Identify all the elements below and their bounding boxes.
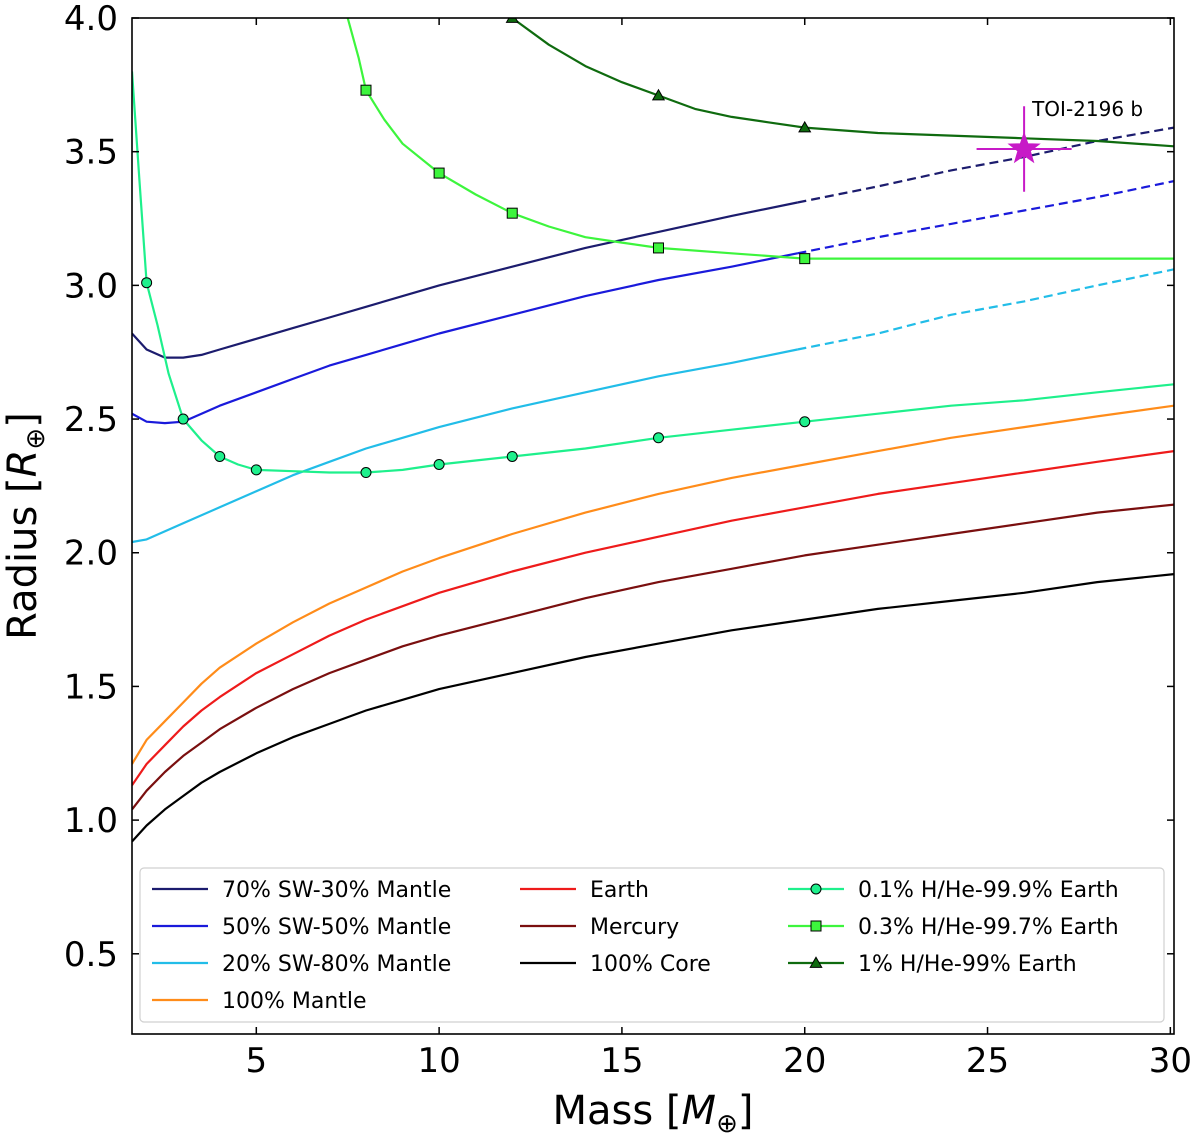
x-tick-label-25: 25 <box>966 1041 1009 1081</box>
legend-label-100-mantle: 100% Mantle <box>222 989 367 1014</box>
legend-entry-0-1-h-he-99-9-earth: 0.1% H/He-99.9% Earth <box>788 878 1119 903</box>
series-100-core <box>132 573 1174 843</box>
y-axis-label-sub: ⊕ <box>21 428 51 450</box>
legend-entry-0-3-h-he-99-7-earth: 0.3% H/He-99.7% Earth <box>788 915 1119 940</box>
y-axis-label-symbol: R <box>0 450 46 478</box>
legend: 70% SW-30% Mantle 50% SW-50% Mantle 20% SW… <box>139 867 1165 1023</box>
legend-label-mercury: Mercury <box>590 915 679 940</box>
y-tick-label-3.5: 3.5 <box>64 133 118 173</box>
legend-label-earth: Earth <box>590 878 649 903</box>
series-line-100-core <box>132 573 1174 843</box>
series-point-0-3-h-he-99-7-earth-1 <box>433 167 445 179</box>
series-line-50-sw-50-mantle <box>132 252 798 425</box>
x-axis-label-symbol: M <box>682 1088 717 1134</box>
planet-label: TOI-2196 b <box>1031 97 1143 121</box>
series-mercury <box>132 503 1174 811</box>
series-point-1-h-he-99-earth-1 <box>651 88 666 101</box>
y-tick-label-4.0: 4.0 <box>64 0 118 39</box>
plot-frame <box>131 17 1175 1035</box>
legend-entries: 70% SW-30% Mantle 50% SW-50% Mantle 20% SW… <box>152 878 1119 1014</box>
series-point-0-3-h-he-99-7-earth-4 <box>799 253 811 265</box>
series-point-0-1-h-he-99-9-earth-8 <box>799 416 811 428</box>
legend-box <box>139 867 1165 1023</box>
series-line-earth <box>132 450 1174 786</box>
series-1-h-he-99-earth <box>505 18 1174 148</box>
y-tick-label-2.0: 2.0 <box>64 534 118 574</box>
series-point-0-1-h-he-99-9-earth-2 <box>214 450 226 462</box>
legend-label-100-core: 100% Core <box>590 952 711 977</box>
legend-entry-earth: Earth <box>520 878 649 903</box>
x-tick-label-15: 15 <box>600 1041 643 1081</box>
series-layer <box>132 18 1174 843</box>
y-tick-label-1.5: 1.5 <box>64 667 118 707</box>
legend-label-0-1-h-he-99-9-earth: 0.1% H/He-99.9% Earth <box>858 878 1119 903</box>
series-line-mercury <box>132 503 1174 811</box>
series-point-1-h-he-99-earth-0 <box>505 18 519 23</box>
x-axis-label-close: ] <box>738 1088 754 1134</box>
y-axis-label-close: ] <box>0 412 46 428</box>
legend-entry-100-mantle: 100% Mantle <box>152 989 367 1014</box>
series-point-0-1-h-he-99-9-earth-5 <box>433 459 445 471</box>
x-tick-label-20: 20 <box>783 1041 826 1081</box>
y-tick-label-2.5: 2.5 <box>64 400 118 440</box>
legend-entry-20-sw-80-mantle: 20% SW-80% Mantle <box>152 952 451 977</box>
legend-label-20-sw-80-mantle: 20% SW-80% Mantle <box>222 952 451 977</box>
legend-marker-0-3-h-he-99-7-earth <box>810 920 822 932</box>
legend-marker-1-h-he-99-earth <box>809 956 823 968</box>
series-line-100-mantle <box>132 404 1174 765</box>
legend-entry-1-h-he-99-earth: 1% H/He-99% Earth <box>788 952 1077 977</box>
series-100-mantle <box>132 404 1174 765</box>
y-tick-label-0.5: 0.5 <box>64 935 118 975</box>
series-0-3-h-he-99-7-earth <box>346 18 1174 265</box>
planet-star-marker <box>1007 131 1041 164</box>
legend-label-70-sw-30-mantle: 70% SW-30% Mantle <box>222 878 451 903</box>
legend-marker-0-1-h-he-99-9-earth <box>810 883 822 895</box>
legend-label-50-sw-50-mantle: 50% SW-50% Mantle <box>222 915 451 940</box>
series-line-0-1-h-he-99-9-earth <box>132 71 1174 474</box>
x-axis-label-text: Mass [ <box>553 1088 682 1134</box>
series-point-0-3-h-he-99-7-earth-3 <box>652 242 664 254</box>
series-point-0-1-h-he-99-9-earth-3 <box>250 464 262 476</box>
x-axis-label-sub: ⊕ <box>716 1109 738 1136</box>
series-line-20-sw-80-mantle <box>132 348 798 544</box>
x-tick-label-10: 10 <box>417 1041 460 1081</box>
y-axis-label: Radius [R⊕] <box>0 412 51 640</box>
legend-entry-mercury: Mercury <box>520 915 679 940</box>
legend-entry-50-sw-50-mantle: 50% SW-50% Mantle <box>152 915 451 940</box>
legend-entry-70-sw-30-mantle: 70% SW-30% Mantle <box>152 878 451 903</box>
series-point-0-1-h-he-99-9-earth-4 <box>360 467 372 479</box>
planet-layer: TOI-2196 b <box>976 97 1143 192</box>
x-tick-label-5: 5 <box>245 1041 267 1081</box>
series-20-sw-80-mantle <box>132 268 1174 544</box>
series-point-0-3-h-he-99-7-earth-2 <box>506 207 518 219</box>
x-tick-label-30: 30 <box>1149 1041 1192 1081</box>
legend-label-1-h-he-99-earth: 1% H/He-99% Earth <box>858 952 1077 977</box>
series-point-0-1-h-he-99-9-earth-1 <box>177 413 189 425</box>
series-point-0-3-h-he-99-7-earth-0 <box>360 84 372 96</box>
series-earth <box>132 450 1174 786</box>
legend-label-0-3-h-he-99-7-earth: 0.3% H/He-99.7% Earth <box>858 915 1119 940</box>
series-point-0-1-h-he-99-9-earth-6 <box>506 450 518 462</box>
y-tick-label-1.0: 1.0 <box>64 801 118 841</box>
series-point-0-1-h-he-99-9-earth-0 <box>141 277 153 289</box>
series-50-sw-50-mantle <box>132 180 1174 425</box>
series-line-1-h-he-99-earth <box>511 18 1174 148</box>
series-70-sw-30-mantle <box>132 126 1174 359</box>
legend-entry-100-core: 100% Core <box>520 952 711 977</box>
x-axis-label: Mass [M⊕] <box>553 1088 754 1136</box>
series-point-0-1-h-he-99-9-earth-7 <box>652 432 664 444</box>
y-axis-label-text: Radius [ <box>0 477 46 639</box>
series-line-70-sw-30-mantle <box>132 201 798 359</box>
series-point-1-h-he-99-earth-2 <box>798 120 812 133</box>
ticks-layer: 5 10 15 20 25 30 0.5 1.0 1.5 2.0 2.5 3.0 3.5 4.0 <box>64 0 1192 1081</box>
series-line-0-3-h-he-99-7-earth <box>346 18 1174 260</box>
y-tick-label-3.0: 3.0 <box>64 266 118 306</box>
series-0-1-h-he-99-9-earth <box>132 71 1174 479</box>
planet-toi-2196b: TOI-2196 b <box>976 97 1143 192</box>
